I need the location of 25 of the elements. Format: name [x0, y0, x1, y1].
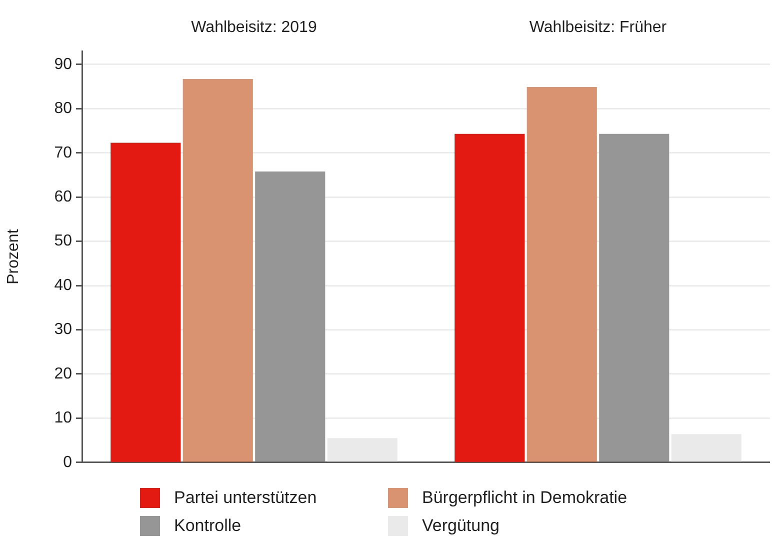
bar: [110, 142, 181, 462]
y-axis-title: Prozent: [5, 228, 22, 284]
bar: [671, 434, 742, 462]
legend-label: Kontrolle: [174, 516, 242, 536]
y-tick-label: 80: [54, 100, 72, 118]
bar: [526, 87, 597, 462]
y-tick-label: 60: [54, 188, 72, 206]
legend-label: Vergütung: [422, 516, 500, 536]
bar: [327, 438, 398, 462]
y-tick-label: 0: [63, 454, 72, 471]
y-tick-label: 30: [54, 321, 72, 338]
bar: [599, 134, 670, 462]
legend-label: Bürgerpflicht in Demokratie: [422, 488, 628, 508]
legend-label: Partei unterstützen: [174, 488, 317, 508]
x-tick-label: Wahlbeisitz: 2019: [191, 19, 317, 36]
bar: [255, 171, 326, 462]
y-tick-label: 90: [54, 56, 72, 73]
y-tick-label: 40: [54, 276, 72, 294]
bar: [454, 134, 525, 462]
y-tick-label: 50: [54, 232, 72, 250]
y-tick-label: 10: [54, 410, 72, 427]
y-tick-label: 20: [54, 365, 72, 382]
x-tick-label: Wahlbeisitz: Früher: [529, 19, 668, 36]
bar: [182, 79, 253, 462]
y-tick-label: 70: [54, 144, 72, 162]
